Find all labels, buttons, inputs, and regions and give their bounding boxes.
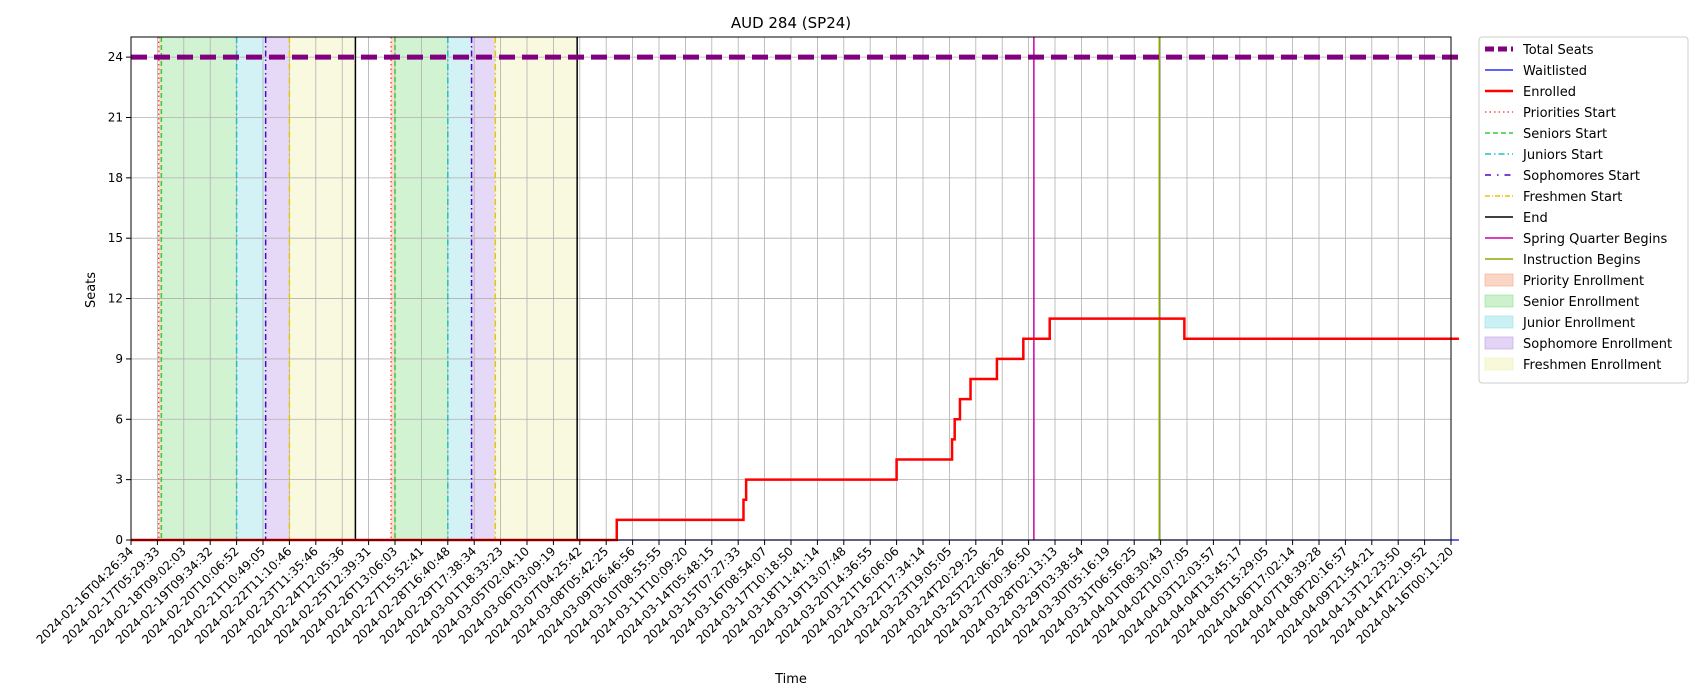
legend-label: Junior Enrollment	[1522, 316, 1635, 331]
legend-swatch	[1484, 294, 1514, 308]
band-sophomore-enrollment	[471, 37, 496, 540]
chart-legend: Total Seats Waitlisted Enrolled Priorities …	[1478, 36, 1689, 384]
legend-entry: End	[1485, 211, 1548, 226]
legend-label: Senior Enrollment	[1523, 295, 1639, 310]
legend-entry: Sophomore Enrollment	[1484, 336, 1672, 352]
y-tick-label: 21	[108, 110, 123, 124]
legend-label: Priority Enrollment	[1523, 274, 1644, 289]
y-tick-label: 15	[108, 231, 123, 245]
legend-frame	[1478, 36, 1689, 384]
band-junior-enrollment	[447, 37, 472, 540]
band-freshmen-enrollment	[495, 37, 578, 540]
y-tick-label: 18	[108, 171, 123, 185]
legend-entry: Priority Enrollment	[1484, 273, 1644, 289]
y-axis: 0 3 6 9 12 15 18 21 24	[108, 50, 131, 547]
y-axis-label: Seats	[84, 272, 99, 308]
legend-entry: Junior Enrollment	[1484, 315, 1635, 331]
legend-label: Instruction Begins	[1523, 253, 1641, 268]
legend-entry: Juniors Start	[1485, 148, 1603, 163]
legend-entry: Seniors Start	[1485, 127, 1607, 142]
band-priority-enrollment	[158, 37, 162, 540]
legend-entry: Senior Enrollment	[1484, 294, 1639, 310]
band-senior-enrollment	[161, 37, 237, 540]
legend-swatch	[1484, 315, 1514, 329]
legend-swatch	[1484, 336, 1514, 350]
legend-entry: Instruction Begins	[1485, 253, 1641, 268]
legend-label: Freshmen Enrollment	[1523, 358, 1661, 373]
legend-entry: Total Seats	[1485, 43, 1594, 58]
legend-label: End	[1523, 211, 1548, 226]
legend-label: Total Seats	[1522, 43, 1594, 58]
series-enrolled	[131, 317, 1459, 542]
enrollment-bands	[158, 37, 578, 540]
legend-swatch	[1484, 273, 1514, 287]
band-priority-enrollment	[391, 37, 395, 540]
legend-label: Waitlisted	[1523, 64, 1587, 79]
legend-label: Sophomore Enrollment	[1523, 337, 1672, 352]
x-axis-label: Time	[774, 672, 807, 687]
legend-label: Sophomores Start	[1523, 169, 1640, 184]
y-tick-label: 6	[115, 412, 123, 426]
band-freshmen-enrollment	[289, 37, 356, 540]
y-tick-label: 9	[115, 352, 123, 366]
legend-label: Spring Quarter Begins	[1523, 232, 1667, 247]
legend-label: Enrolled	[1523, 85, 1576, 100]
legend-label: Seniors Start	[1523, 127, 1607, 142]
legend-entry: Sophomores Start	[1485, 169, 1640, 184]
y-tick-label: 24	[108, 50, 123, 64]
y-tick-label: 3	[115, 473, 123, 487]
legend-label: Freshmen Start	[1523, 190, 1622, 205]
legend-entry: Waitlisted	[1485, 64, 1587, 79]
legend-entry: Priorities Start	[1485, 106, 1616, 121]
legend-swatch	[1484, 357, 1514, 371]
legend-entry: Spring Quarter Begins	[1485, 232, 1667, 247]
legend-label: Priorities Start	[1523, 106, 1616, 121]
legend-entry: Freshmen Enrollment	[1484, 357, 1661, 373]
band-junior-enrollment	[236, 37, 266, 540]
y-tick-label: 12	[108, 292, 123, 306]
legend-label: Juniors Start	[1522, 148, 1603, 163]
chart-title: AUD 284 (SP24)	[731, 14, 851, 32]
milestone-lines	[157, 37, 1161, 540]
x-axis: 2024-02-16T04:26:342024-02-17T05:29:3320…	[34, 540, 1456, 647]
legend-entry: Freshmen Start	[1485, 190, 1622, 205]
legend-entry: Enrolled	[1485, 85, 1576, 100]
y-tick-label: 0	[115, 533, 123, 547]
band-sophomore-enrollment	[265, 37, 290, 540]
